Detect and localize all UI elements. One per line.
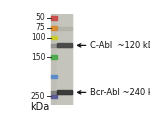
Text: kDa: kDa [30, 102, 50, 112]
Text: Bcr-Abl ~240 kDa: Bcr-Abl ~240 kDa [90, 88, 150, 97]
Text: 250: 250 [31, 92, 45, 101]
Text: 150: 150 [31, 53, 45, 62]
Text: 75: 75 [36, 23, 45, 32]
Text: 50: 50 [36, 13, 45, 22]
Text: C-Abl  ~120 kDa: C-Abl ~120 kDa [90, 41, 150, 50]
Text: 100: 100 [31, 33, 45, 42]
